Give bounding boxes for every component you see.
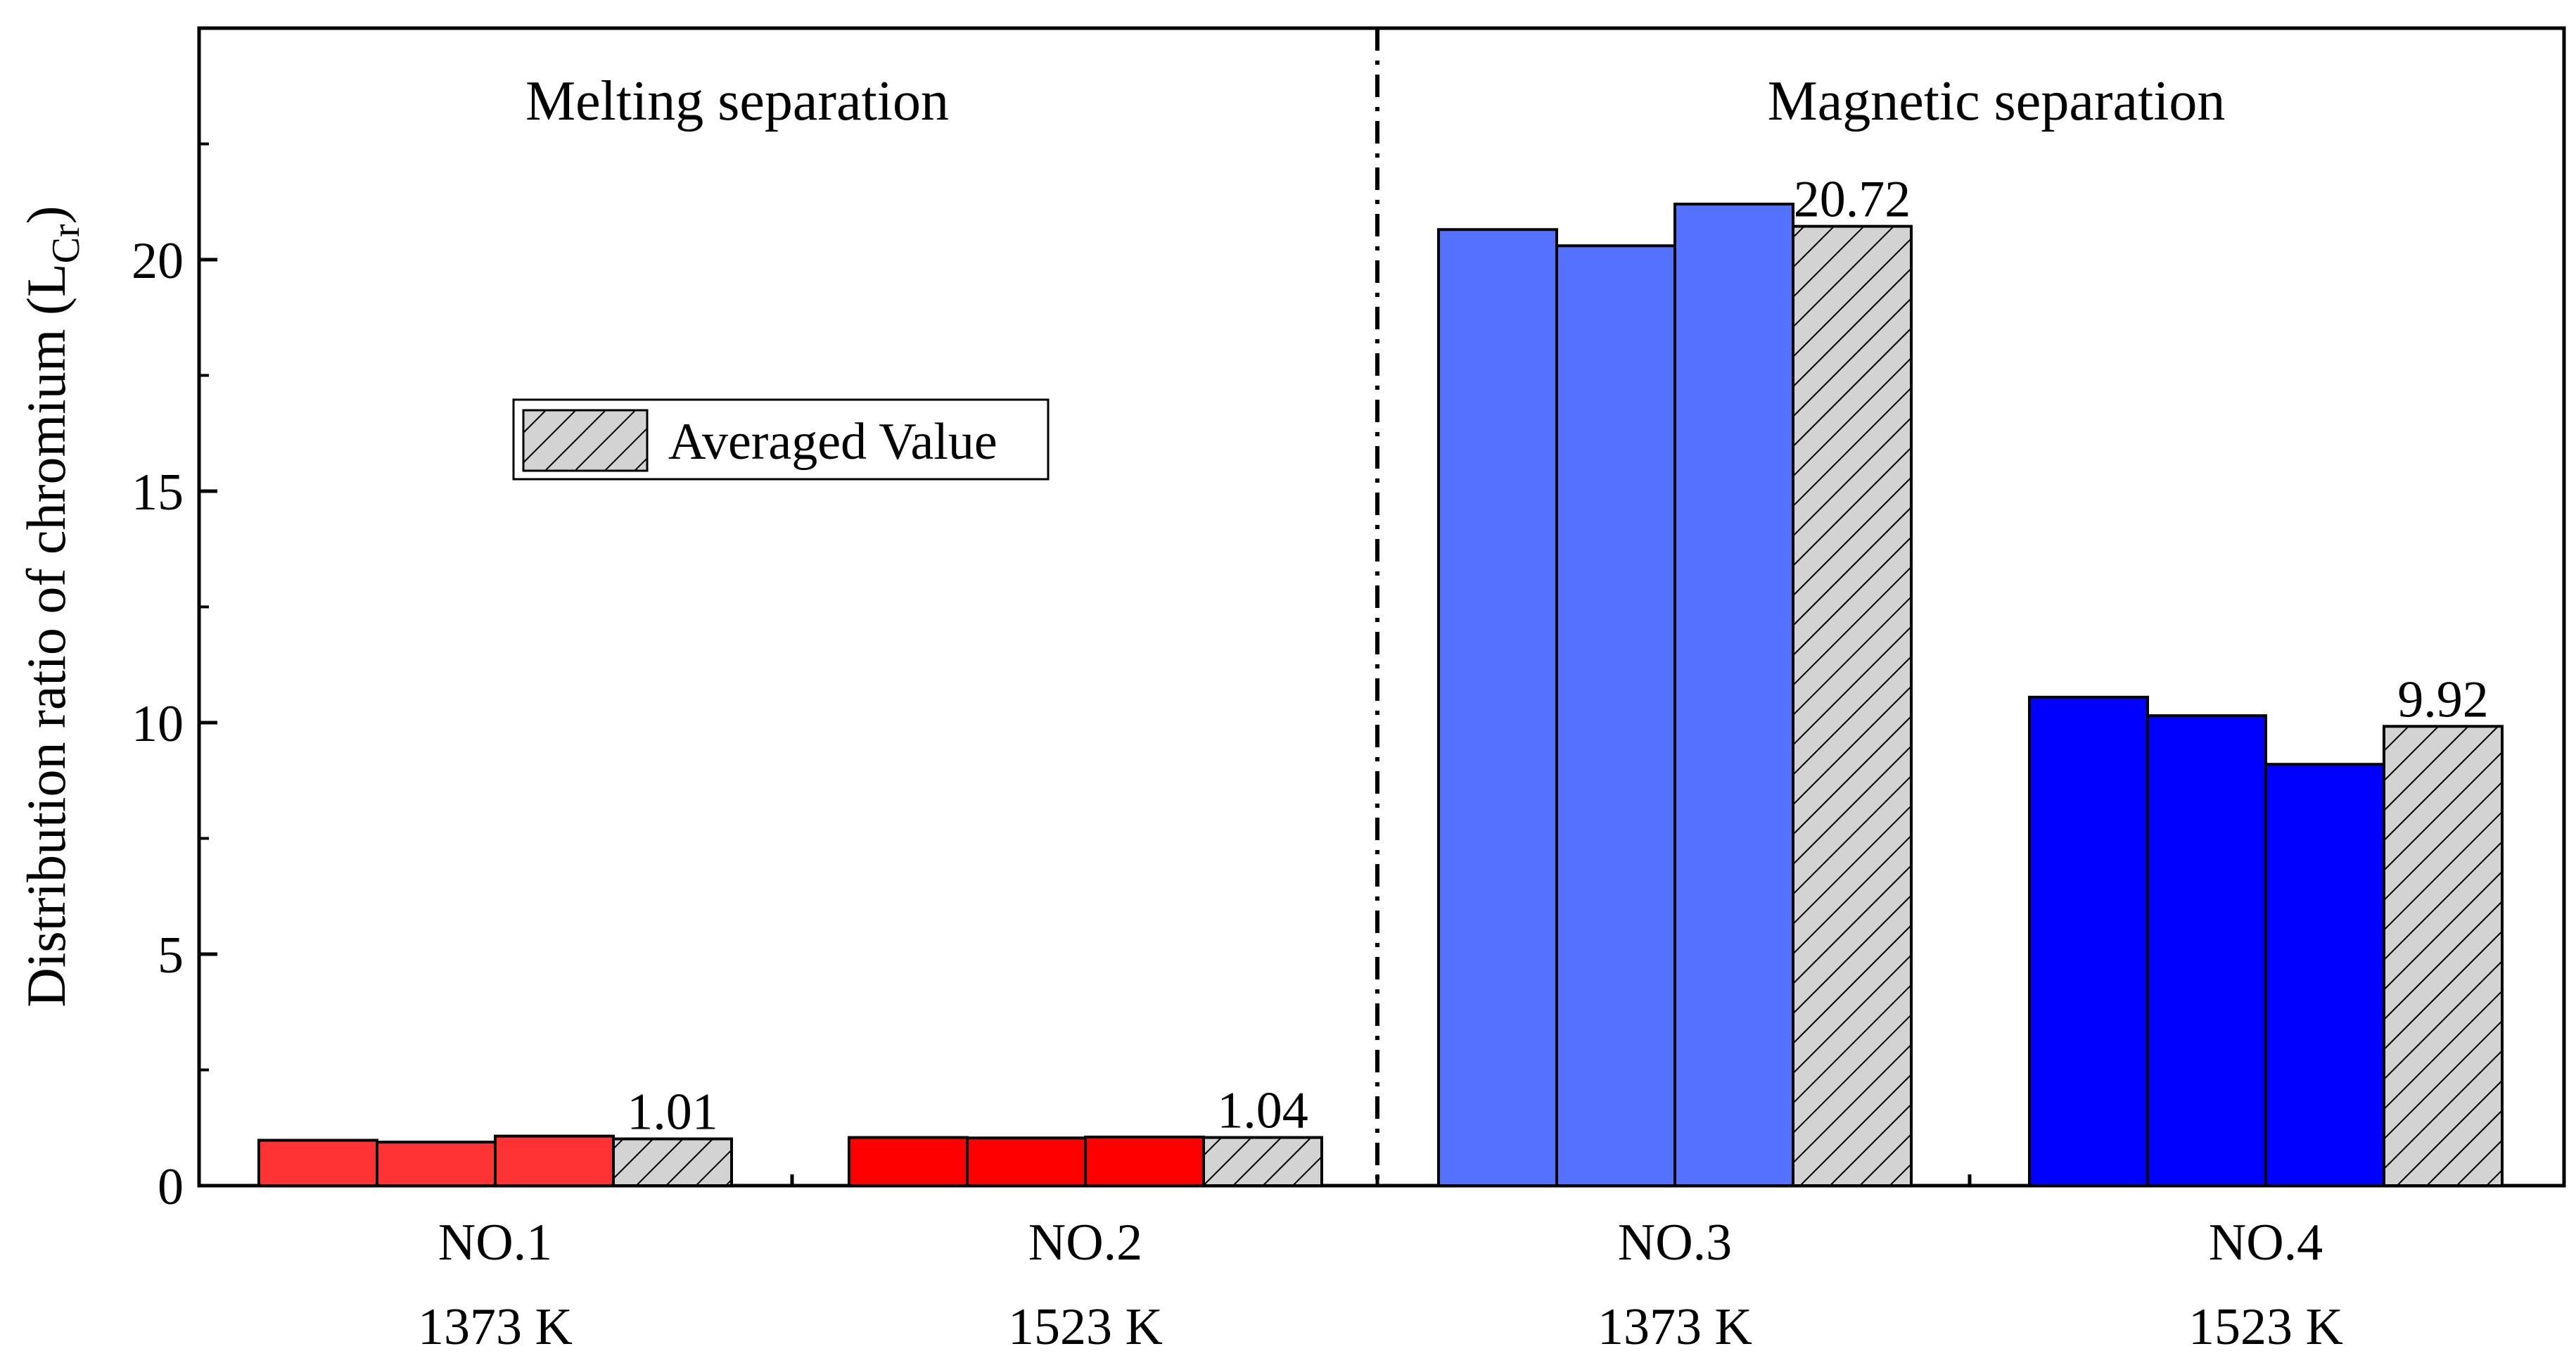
x-group-label: NO.4: [2209, 1214, 2323, 1271]
bars: 1.01 1.04 20.72 9.92: [257, 171, 2504, 1188]
average-value-label: 20.72: [1794, 171, 1911, 229]
y-tick-label: 0: [158, 1158, 184, 1216]
bar-average-no1: [612, 1137, 733, 1187]
bar-no4-2: [2146, 714, 2267, 1187]
y-ticks: 0 5 10 15 20: [132, 142, 217, 1216]
bar-no1-1: [257, 1139, 378, 1187]
bar-no4-3: [2264, 763, 2385, 1187]
x-group-temperature: 1523 K: [2188, 1298, 2343, 1356]
legend-swatch: [522, 409, 649, 472]
x-group-label: NO.1: [438, 1214, 552, 1271]
average-value-label: 1.01: [627, 1084, 718, 1141]
average-value-label: 1.04: [1217, 1082, 1308, 1140]
x-group-temperature: 1373 K: [1598, 1298, 1752, 1356]
bar-no3-2: [1555, 244, 1676, 1187]
y-tick-label: 15: [132, 464, 184, 521]
y-tick-label: 5: [158, 927, 184, 984]
x-group-temperature: 1373 K: [418, 1298, 573, 1356]
y-tick-label: 20: [132, 232, 184, 290]
bar-no1-2: [376, 1141, 497, 1187]
y-tick-label: 10: [132, 695, 184, 753]
x-group-label: NO.2: [1028, 1214, 1142, 1271]
bar-no3-1: [1437, 228, 1558, 1188]
x-group-label: NO.3: [1618, 1214, 1732, 1271]
bar-no2-1: [848, 1136, 969, 1187]
bar-no2-3: [1084, 1135, 1205, 1188]
bar-average-no2: [1202, 1136, 1323, 1187]
bar-no1-3: [494, 1134, 615, 1187]
average-value-label: 9.92: [2397, 671, 2489, 728]
bar-no2-2: [966, 1136, 1087, 1187]
x-labels: NO.1 1373 K NO.2 1523 K NO.3 1373 K NO.4 1523 K: [418, 1174, 2343, 1356]
x-group-temperature: 1523 K: [1008, 1298, 1163, 1356]
y-axis-title: Distribution ratio of chromium (LCr): [15, 205, 88, 1007]
section-title-melting: Melting separation: [525, 70, 949, 132]
legend: Averaged Value: [512, 398, 1050, 481]
section-title-magnetic: Magnetic separation: [1768, 70, 2226, 132]
bar-average-no4: [2383, 725, 2504, 1188]
bar-no3-3: [1673, 203, 1794, 1187]
bar-average-no3: [1792, 224, 1913, 1187]
legend-label: Averaged Value: [668, 413, 997, 471]
bar-no4-1: [2028, 695, 2149, 1187]
